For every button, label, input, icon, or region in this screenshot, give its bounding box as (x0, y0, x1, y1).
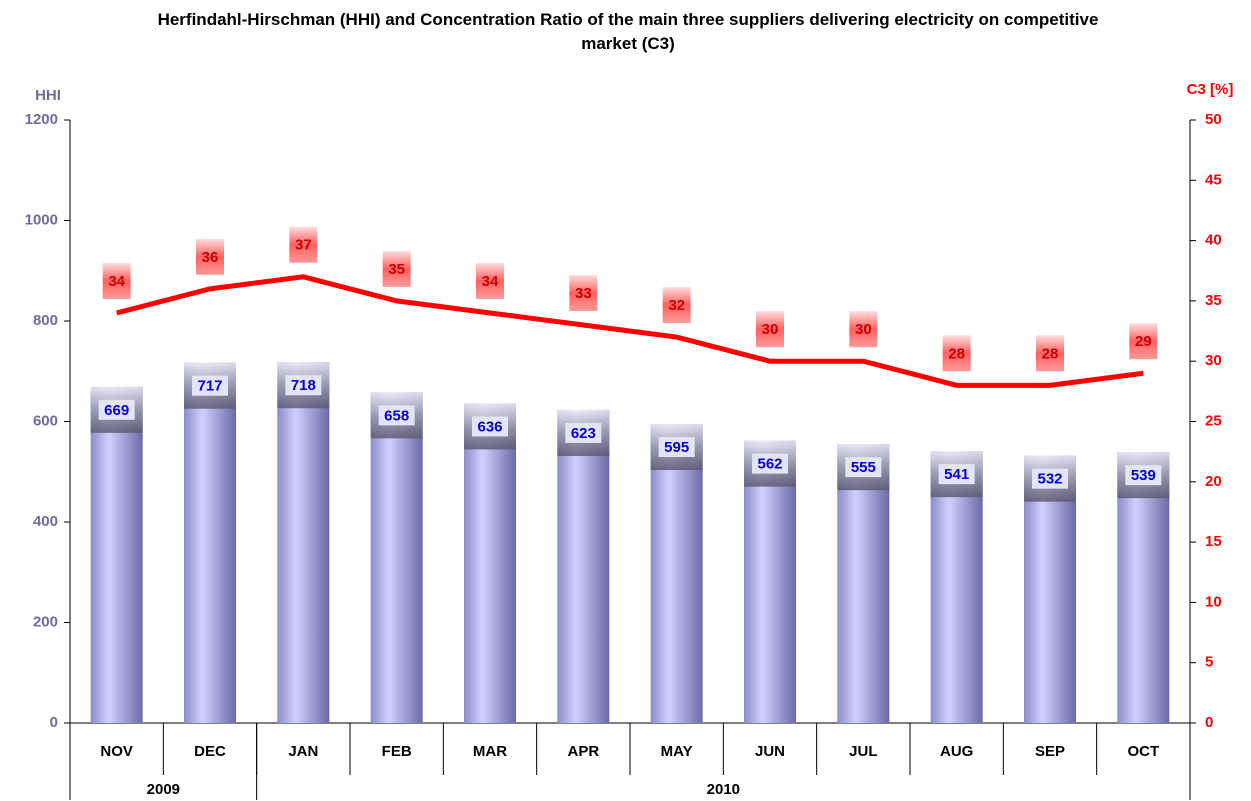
value-label-bg (1036, 335, 1064, 372)
value-label-bg (476, 262, 504, 299)
value-label-bg (98, 399, 135, 420)
bar (90, 386, 143, 723)
x-tick-label: DEC (194, 743, 226, 760)
y-tick-label: 1200 (25, 111, 58, 128)
value-label-bg (662, 287, 691, 324)
bar (744, 440, 796, 723)
bar (837, 444, 890, 723)
value-label: 36 (202, 249, 219, 266)
value-label: 34 (482, 273, 499, 290)
x-tick-label: SEP (1035, 743, 1065, 760)
value-label-bg (565, 422, 602, 443)
value-label-bg (192, 375, 228, 396)
y2-tick-label: 25 (1205, 412, 1222, 429)
value-label-bg (938, 464, 975, 485)
x-tick-label: JAN (288, 743, 318, 760)
value-label-bg (196, 238, 224, 275)
value-label-bg (1032, 468, 1068, 489)
value-label: 717 (197, 378, 222, 395)
value-label: 32 (668, 297, 685, 314)
value-label-bg (1125, 465, 1162, 486)
y-tick-label: 600 (33, 412, 58, 429)
value-label-bg (378, 405, 415, 426)
value-label: 30 (762, 321, 779, 338)
x-tick-label: NOV (100, 743, 133, 760)
y2-tick-label: 5 (1205, 654, 1213, 671)
value-label: 532 (1037, 471, 1062, 488)
x-tick-label: APR (567, 743, 599, 760)
y2-tick-label: 45 (1205, 171, 1222, 188)
y2-tick-label: 40 (1205, 232, 1222, 249)
x-tick-label: MAR (473, 743, 507, 760)
x-tick-label: JUL (849, 743, 877, 760)
bar (277, 362, 330, 723)
value-label-bg (1129, 323, 1158, 360)
x-tick-label: MAY (661, 743, 693, 760)
bar (650, 424, 703, 723)
line (116, 274, 1144, 388)
value-label-bg (942, 335, 971, 372)
value-label-bg (752, 453, 788, 474)
chart-title: Herfindahl-Hirschman (HHI) and Concentra… (157, 10, 1099, 53)
y-tick-label: 400 (33, 513, 58, 530)
y-tick-label: 800 (33, 312, 58, 329)
y-tick-label: 200 (33, 613, 58, 630)
value-label: 636 (477, 418, 502, 435)
value-label: 541 (944, 466, 969, 483)
bar (370, 392, 423, 723)
y2-tick-label: 10 (1205, 593, 1222, 610)
value-label-bg (382, 250, 411, 287)
value-label-bg (569, 275, 598, 312)
value-label: 35 (388, 261, 405, 278)
y2-tick-label: 0 (1205, 714, 1213, 731)
x-tick-label: OCT (1127, 743, 1159, 760)
value-label-bg (289, 226, 318, 263)
value-label: 539 (1131, 467, 1156, 484)
y2-tick-label: 20 (1205, 473, 1222, 490)
y2-tick-label: 15 (1205, 533, 1222, 550)
x-tick-label: AUG (940, 743, 973, 760)
x-group-label: 2009 (147, 781, 180, 798)
x-tick-label: FEB (382, 743, 412, 760)
value-label-bg (756, 311, 784, 348)
y2-axis-label: C3 [%] (1187, 81, 1234, 98)
y-axis-label: HHI (35, 87, 61, 104)
y-tick-label: 0 (50, 714, 58, 731)
value-label: 29 (1135, 333, 1152, 350)
value-label: 669 (104, 402, 129, 419)
y2-tick-label: 30 (1205, 352, 1222, 369)
y-tick-label: 1000 (25, 211, 58, 228)
value-label-bg (845, 457, 882, 478)
value-label: 595 (664, 439, 689, 456)
value-label-bg (849, 311, 878, 348)
y2-tick-label: 50 (1205, 111, 1222, 128)
bar (464, 403, 516, 723)
value-label: 28 (948, 345, 965, 362)
value-label-bg (472, 416, 508, 437)
bar (184, 362, 236, 723)
bar (557, 409, 610, 723)
value-label-bg (285, 375, 322, 396)
value-label: 555 (851, 459, 876, 476)
value-label-bg (658, 437, 695, 458)
value-label: 34 (108, 273, 125, 290)
y2-tick-label: 35 (1205, 292, 1222, 309)
value-label: 623 (571, 425, 596, 442)
x-group-label: 2010 (707, 781, 740, 798)
value-label: 33 (575, 285, 592, 302)
value-label: 658 (384, 407, 409, 424)
value-label: 718 (291, 377, 316, 394)
x-tick-label: JUN (755, 743, 785, 760)
value-label: 37 (295, 237, 312, 254)
value-label: 28 (1042, 345, 1059, 362)
value-label: 30 (855, 321, 872, 338)
value-label-bg (102, 262, 131, 299)
value-label: 562 (757, 456, 782, 473)
